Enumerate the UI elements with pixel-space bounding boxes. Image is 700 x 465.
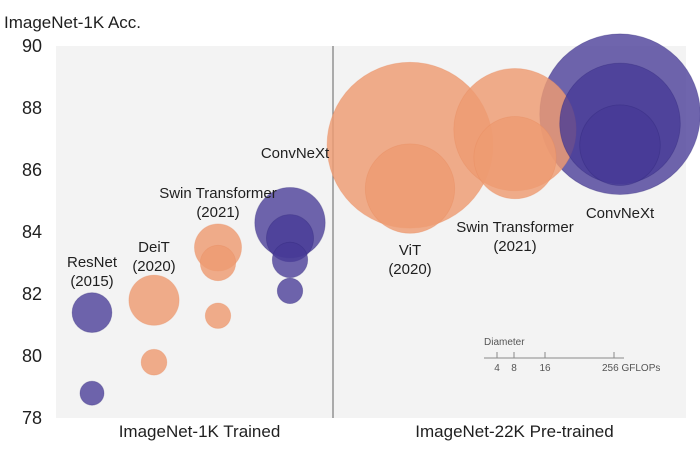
size-legend-label: 4 (494, 363, 500, 374)
x-label-imagenet-1k-trained: ImageNet-1K Trained (119, 422, 281, 441)
series-label-line: (2021) (493, 238, 536, 255)
series-labels: ResNet (2015) DeiT (2020) Swin Transformer (2… (67, 145, 655, 290)
bubble-vit (364, 143, 456, 234)
series-label-line: ResNet (67, 254, 118, 271)
size-legend-label: 8 (511, 363, 517, 374)
series-label-deit: DeiT (2020) (132, 239, 175, 275)
bubble-convnext (271, 241, 309, 278)
series-label-line: Swin Transformer (159, 185, 277, 202)
series-label-line: (2020) (388, 261, 431, 278)
bubble-deit (140, 348, 168, 376)
series-label-line: ConvNeXt (586, 205, 655, 222)
series-label-line: ConvNeXt (261, 145, 330, 162)
bubble-swin-transformer (473, 116, 557, 200)
bubble-resnet (71, 292, 113, 333)
series-label-line: Swin Transformer (456, 219, 574, 236)
y-tick-label: 90 (22, 36, 42, 56)
size-legend-title: Diameter (484, 337, 525, 348)
y-tick-label: 86 (22, 160, 42, 180)
size-legend: Diameter 4 8 16 256 GFLOPs (484, 337, 660, 374)
y-axis: 78 80 82 84 86 88 90 (22, 36, 42, 428)
series-label-vit: ViT (2020) (388, 242, 431, 278)
series-label-resnet: ResNet (2015) (67, 254, 118, 290)
x-label-imagenet-22k-pretrained: ImageNet-22K Pre-trained (415, 422, 613, 441)
series-label-convnext: ConvNeXt (586, 205, 655, 222)
bubble-swin-transformer (204, 302, 232, 329)
size-legend-label: 256 GFLOPs (602, 363, 660, 374)
bubble-convnext (579, 104, 661, 186)
series-label-line: DeiT (138, 239, 170, 256)
size-legend-label: 16 (539, 363, 551, 374)
chart-title: ImageNet-1K Acc. (4, 13, 141, 32)
series-label-line: (2021) (196, 204, 239, 221)
bubble-resnet (79, 380, 105, 406)
series-label-line: ViT (399, 242, 421, 259)
bubble-deit (128, 274, 180, 326)
bubble-swin-transformer (199, 244, 237, 282)
series-label-convnext: ConvNeXt (261, 145, 330, 162)
y-tick-label: 84 (22, 222, 42, 242)
bubble-convnext (276, 277, 304, 305)
y-tick-label: 80 (22, 346, 42, 366)
y-tick-label: 88 (22, 98, 42, 118)
series-label-swin-transformer: Swin Transformer (2021) (159, 185, 277, 221)
y-tick-label: 82 (22, 284, 42, 304)
bubbles (71, 33, 700, 406)
series-label-line: (2020) (132, 258, 175, 275)
series-label-line: (2015) (70, 273, 113, 290)
series-label-swin-transformer: Swin Transformer (2021) (456, 219, 574, 255)
y-tick-label: 78 (22, 408, 42, 428)
